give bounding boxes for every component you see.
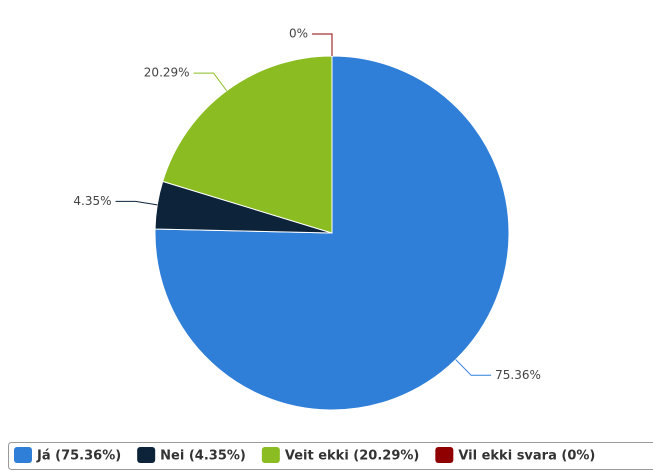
connector	[193, 72, 228, 92]
legend-label[interactable]: Nei (4.35%)	[160, 449, 246, 464]
data-label: 0%	[289, 27, 308, 41]
legend-swatch[interactable]	[137, 447, 156, 463]
legend-swatch[interactable]	[435, 447, 454, 463]
legend-swatch[interactable]	[261, 447, 280, 463]
legend-label[interactable]: Vil ekki svara (0%)	[458, 449, 595, 464]
connector	[312, 33, 333, 56]
legend-box	[8, 442, 653, 470]
legend-label[interactable]: Veit ekki (20.29%)	[285, 449, 419, 464]
connector	[115, 200, 158, 206]
data-label: 75.36%	[495, 368, 541, 382]
data-label: 4.35%	[73, 194, 111, 208]
connector	[455, 359, 492, 376]
legend-swatch[interactable]	[14, 447, 32, 463]
legend-label[interactable]: Já (75.36%)	[36, 449, 121, 464]
data-label: 20.29%	[144, 66, 190, 80]
pie-slice[interactable]	[162, 55, 333, 234]
